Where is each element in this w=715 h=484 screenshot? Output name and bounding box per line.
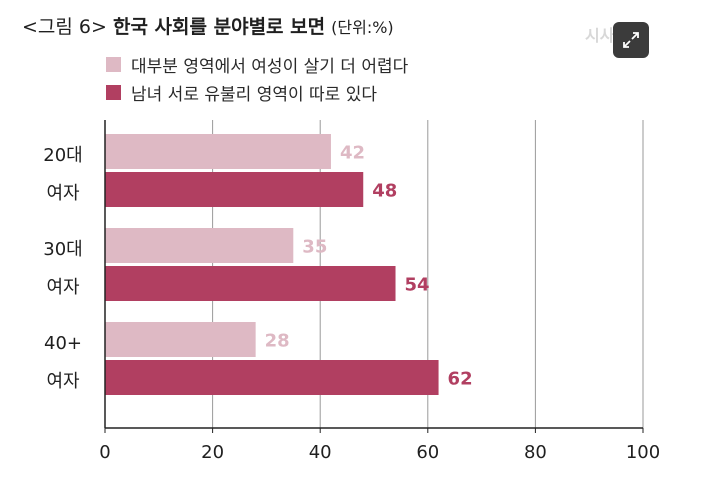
legend-item-series-1: 대부분 영역에서 여성이 살기 더 어렵다	[106, 50, 408, 78]
x-tick-label: 0	[99, 442, 110, 463]
category-label: 20대	[43, 145, 82, 166]
legend-swatch-series-1	[106, 56, 121, 72]
bar	[105, 134, 331, 169]
data-label: 35	[302, 237, 327, 258]
legend-label-series-1: 대부분 영역에서 여성이 살기 더 어렵다	[131, 56, 409, 77]
legend-item-series-2: 남녀 서로 유불리 영역이 따로 있다	[106, 78, 408, 106]
category-label: 여자	[46, 183, 80, 204]
x-tick-label: 20	[201, 442, 224, 463]
x-tick-label: 60	[416, 442, 439, 463]
expand-button[interactable]	[613, 22, 649, 58]
data-label: 48	[372, 181, 397, 202]
figure-label: <그림 6>	[22, 16, 107, 38]
bar	[105, 172, 364, 207]
unit-label: (단위:%)	[331, 18, 394, 37]
data-label: 42	[340, 143, 365, 164]
legend-label-series-2: 남녀 서로 유불리 영역이 따로 있다	[131, 84, 377, 105]
x-tick-label: 100	[626, 442, 660, 463]
title-text: 한국 사회를 분야별로 보면	[112, 16, 326, 38]
bar	[105, 228, 294, 263]
watermark: 시사	[585, 26, 615, 45]
data-label: 62	[448, 369, 473, 390]
data-label: 28	[265, 331, 290, 352]
bar	[105, 266, 396, 301]
x-tick-label: 80	[524, 442, 547, 463]
data-label: 54	[405, 275, 430, 296]
legend-swatch-series-2	[106, 84, 121, 100]
category-label: 40+	[44, 333, 82, 354]
legend: 대부분 영역에서 여성이 살기 더 어렵다 남녀 서로 유불리 영역이 따로 있…	[106, 50, 408, 106]
bar	[105, 322, 256, 357]
chart-title: <그림 6> 한국 사회를 분야별로 보면 (단위:%)	[22, 12, 394, 39]
category-label: 여자	[46, 371, 80, 392]
expand-icon	[623, 32, 639, 48]
x-tick-label: 40	[309, 442, 332, 463]
category-label: 30대	[43, 239, 82, 260]
category-label: 여자	[46, 277, 80, 298]
bar	[105, 360, 439, 395]
